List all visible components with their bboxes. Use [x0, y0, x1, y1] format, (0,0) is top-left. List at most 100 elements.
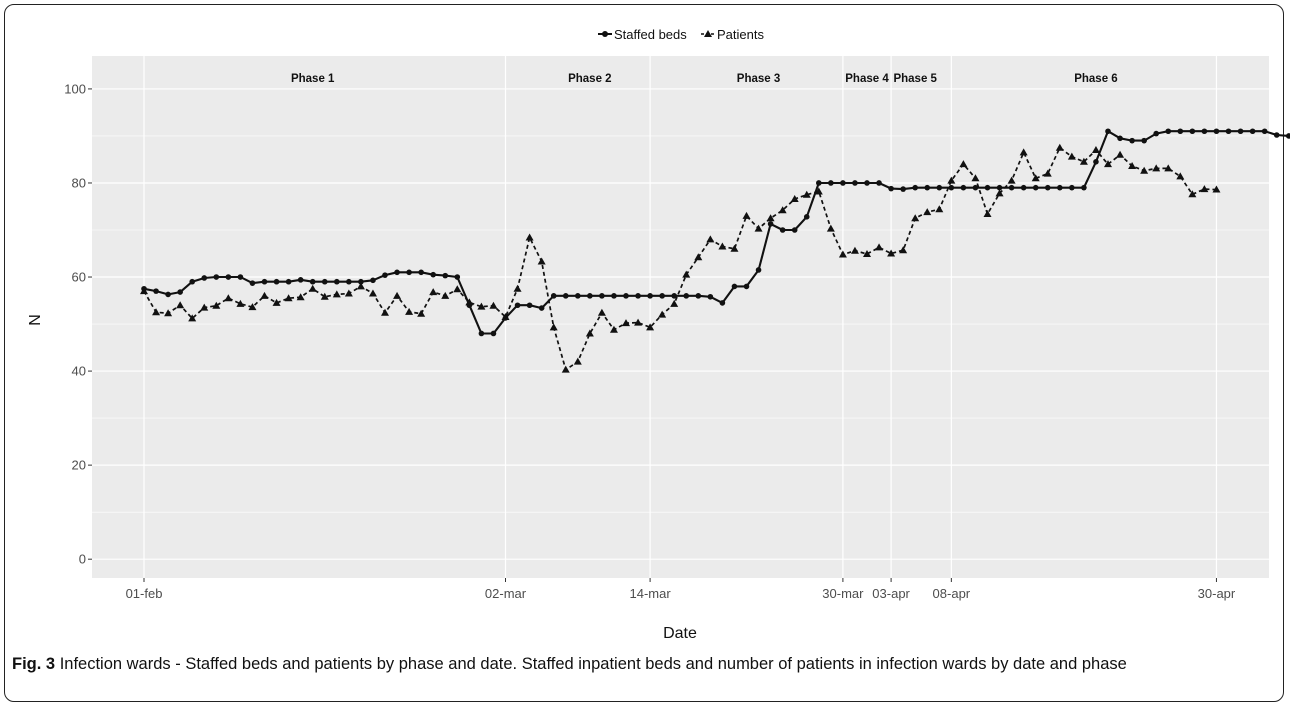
data-point	[153, 288, 159, 294]
data-point	[947, 176, 956, 184]
data-point	[802, 190, 811, 198]
data-point	[1105, 128, 1111, 135]
data-point	[550, 293, 557, 299]
data-point	[707, 293, 714, 300]
data-point	[188, 314, 197, 322]
figure-frame	[4, 4, 1284, 702]
data-point	[1081, 184, 1087, 191]
data-point	[719, 300, 726, 306]
legend-label: Patients	[717, 27, 764, 42]
data-point	[923, 208, 932, 216]
data-point	[622, 319, 630, 327]
data-point	[803, 214, 810, 220]
legend-key-marker	[602, 31, 608, 37]
data-point	[587, 293, 593, 299]
data-point	[513, 284, 522, 292]
data-point	[936, 184, 943, 191]
data-point	[334, 278, 340, 285]
data-point	[260, 291, 269, 299]
caption-lead: Fig. 3	[12, 655, 56, 673]
data-point	[526, 302, 533, 309]
data-point	[201, 275, 208, 281]
data-point	[200, 303, 209, 311]
x-tick-label: 30-mar	[822, 586, 864, 601]
data-point	[1008, 184, 1015, 191]
data-point	[321, 278, 328, 285]
data-point	[538, 305, 545, 311]
data-point	[887, 249, 896, 257]
data-point	[454, 274, 461, 280]
data-point	[1188, 190, 1197, 198]
legend-key-marker	[704, 30, 712, 37]
x-tick-label: 30-apr	[1198, 586, 1236, 601]
data-point	[876, 180, 882, 186]
data-point	[1044, 184, 1051, 191]
data-point	[864, 180, 870, 186]
data-point	[442, 272, 449, 279]
data-point	[659, 293, 665, 299]
x-tick-label: 14-mar	[630, 586, 672, 601]
data-point	[623, 293, 629, 299]
data-point	[779, 227, 786, 233]
data-point	[1152, 164, 1161, 172]
data-point	[924, 184, 931, 191]
legend-label: Staffed beds	[614, 27, 687, 42]
data-point	[1164, 164, 1173, 172]
data-point	[261, 278, 268, 285]
data-point	[1031, 174, 1040, 182]
data-point	[766, 214, 775, 222]
data-point	[852, 180, 858, 186]
data-point	[1285, 133, 1290, 139]
phase-label: Phase 6	[1074, 73, 1117, 85]
x-axis-label: Date	[663, 625, 697, 642]
data-point	[695, 293, 702, 299]
data-point	[755, 267, 762, 273]
data-point	[370, 277, 376, 284]
data-point	[1201, 128, 1208, 135]
data-point	[1176, 172, 1185, 180]
data-point	[308, 284, 317, 292]
x-tick-label: 01-feb	[126, 586, 163, 601]
data-point	[1091, 146, 1100, 154]
data-point	[646, 323, 655, 331]
data-point	[236, 299, 245, 307]
data-point	[562, 293, 569, 299]
data-point	[911, 214, 920, 222]
data-point	[429, 288, 438, 296]
plot-panel	[92, 56, 1269, 578]
data-point	[381, 308, 389, 316]
caption-text: Infection wards - Staffed beds and patie…	[59, 655, 1127, 673]
data-point	[272, 298, 281, 306]
data-point	[224, 294, 233, 302]
data-point	[840, 180, 846, 186]
data-point	[249, 280, 256, 286]
data-point	[418, 269, 424, 276]
data-point	[1189, 128, 1196, 135]
data-point	[816, 180, 822, 186]
data-point	[731, 283, 738, 290]
gridlines	[92, 56, 1269, 578]
data-point	[164, 309, 173, 317]
data-point	[1165, 128, 1172, 135]
data-point	[611, 293, 617, 299]
series-line	[143, 146, 1217, 371]
data-point	[912, 184, 918, 191]
data-point	[285, 278, 292, 285]
figure-caption: Fig. 3 Infection wards - Staffed beds an…	[12, 653, 1277, 675]
data-point	[875, 243, 884, 251]
data-point	[549, 323, 558, 331]
data-point	[213, 274, 220, 280]
data-point	[1129, 137, 1135, 144]
data-point	[393, 291, 402, 299]
data-point	[465, 298, 474, 306]
data-point	[1069, 184, 1075, 191]
x-axis: 01-feb 02-mar 14-mar 30-mar 03-apr 08-apr 30-a…	[126, 578, 1236, 601]
data-point	[635, 293, 641, 299]
data-point	[1200, 185, 1209, 193]
phase-label: Phase 4	[845, 73, 889, 85]
data-point	[972, 184, 979, 191]
data-point	[344, 289, 353, 297]
data-point	[165, 291, 171, 298]
data-point	[850, 246, 859, 254]
data-point	[501, 313, 510, 320]
